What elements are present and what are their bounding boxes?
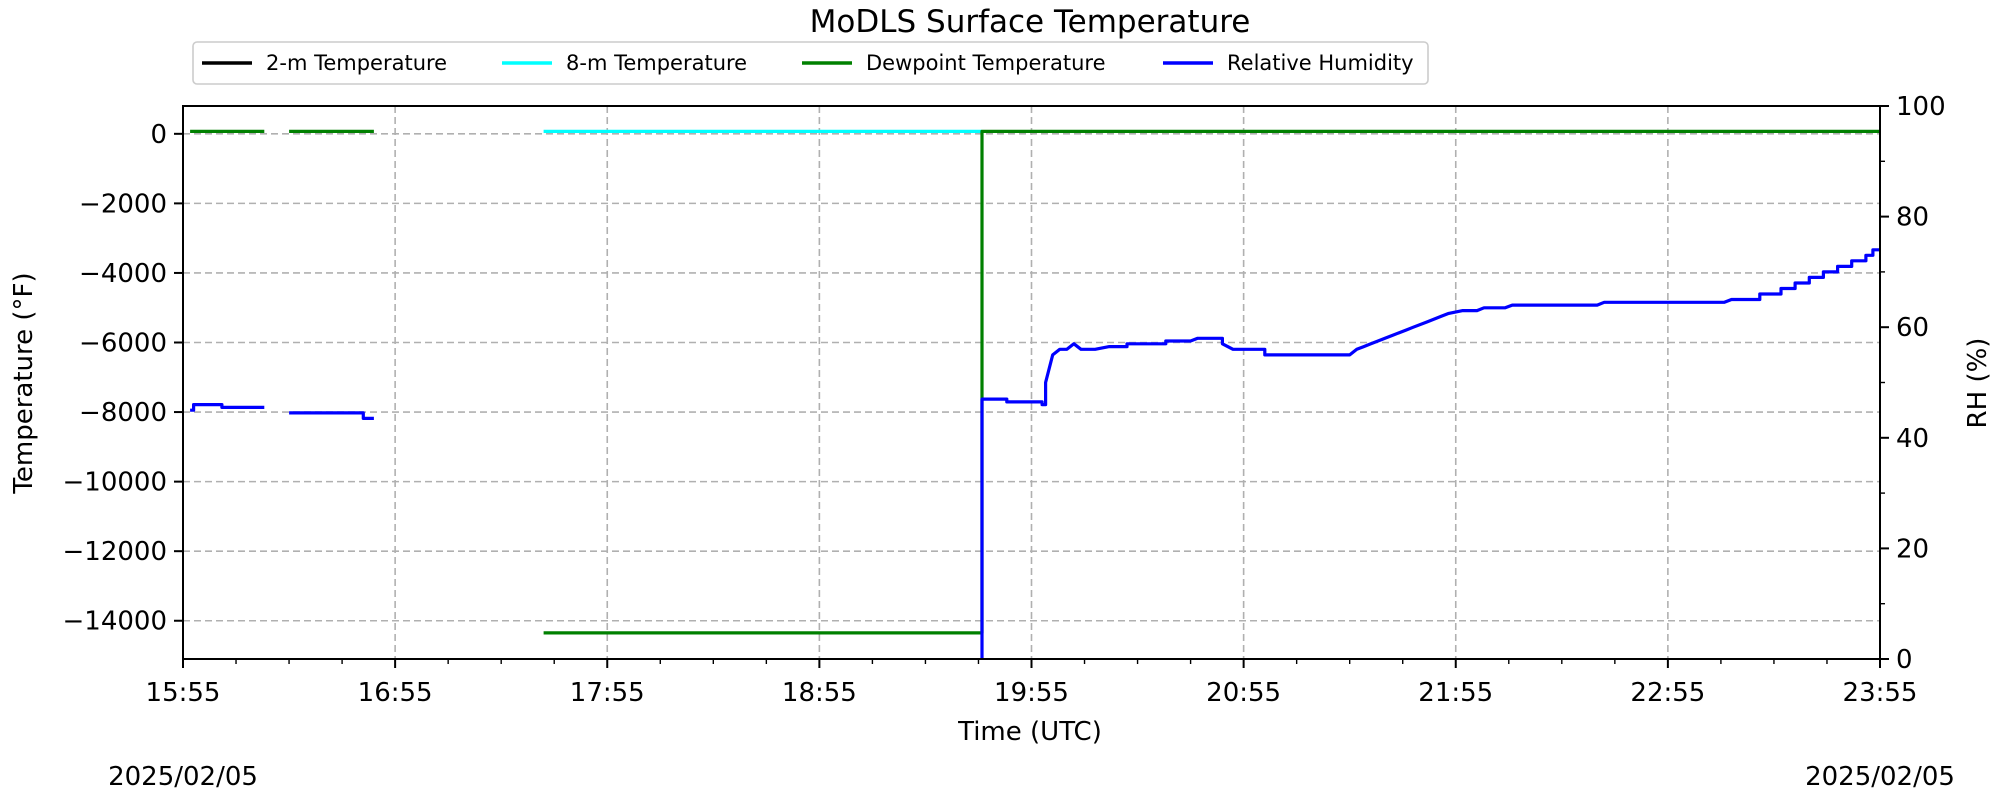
y2-axis-label: RH (%)	[1963, 338, 1993, 429]
y-tick-label: −14000	[63, 607, 168, 637]
relative-humidity-line	[289, 411, 374, 420]
y-tick-label: −12000	[63, 537, 168, 567]
x-tick-label: 19:55	[994, 678, 1069, 708]
x-axis: 15:55 16:55 17:55 18:55 19:55 20:55 21:55 22:55…	[146, 659, 1918, 708]
x-tick-label: 21:55	[1418, 678, 1493, 708]
y-tick-label: −6000	[79, 329, 167, 359]
dewpoint-temperature-line	[543, 129, 1880, 635]
legend-label: Dewpoint Temperature	[866, 51, 1106, 75]
x-tick-label: 22:55	[1630, 678, 1705, 708]
x-tick-label: 18:55	[782, 678, 857, 708]
legend-label: 8-m Temperature	[566, 51, 747, 75]
relative-humidity-line	[190, 403, 265, 412]
legend: 2-m Temperature 8-m Temperature Dewpoint T…	[192, 41, 1429, 85]
y-tick-label: −8000	[79, 398, 167, 428]
date-label-left: 2025/02/05	[108, 762, 258, 792]
y-tick-label: 0	[150, 120, 167, 150]
legend-label: 2-m Temperature	[266, 51, 447, 75]
y2-tick-label: 80	[1896, 203, 1929, 233]
grid-lines	[183, 106, 1880, 659]
series-lines	[190, 129, 1880, 659]
x-tick-label: 17:55	[570, 678, 645, 708]
y2-tick-label: 40	[1896, 424, 1929, 454]
y-tick-label: −4000	[79, 259, 167, 289]
y-axis-right: 0 20 40 60 80 100	[1880, 92, 1946, 675]
y-axis-label: Temperature (°F)	[9, 272, 39, 494]
x-tick-label: 16:55	[358, 678, 433, 708]
chart-title: MoDLS Surface Temperature	[810, 4, 1251, 40]
legend-label: Relative Humidity	[1227, 51, 1414, 75]
y-tick-label: −2000	[79, 189, 167, 219]
x-axis-label: Time (UTC)	[957, 717, 1102, 747]
relative-humidity-line	[980, 248, 1880, 659]
date-label-right: 2025/02/05	[1805, 762, 1955, 792]
y2-tick-label: 20	[1896, 534, 1929, 564]
y-tick-label: −10000	[63, 468, 168, 498]
y2-tick-label: 0	[1896, 645, 1913, 675]
y-axis-left: 0 −2000 −4000 −6000 −8000 −10000 −12000 −14000	[63, 120, 183, 637]
x-tick-label: 23:55	[1843, 678, 1918, 708]
x-tick-label: 15:55	[146, 678, 221, 708]
y2-tick-label: 100	[1896, 92, 1946, 122]
x-tick-label: 20:55	[1206, 678, 1281, 708]
y2-tick-label: 60	[1896, 313, 1929, 343]
